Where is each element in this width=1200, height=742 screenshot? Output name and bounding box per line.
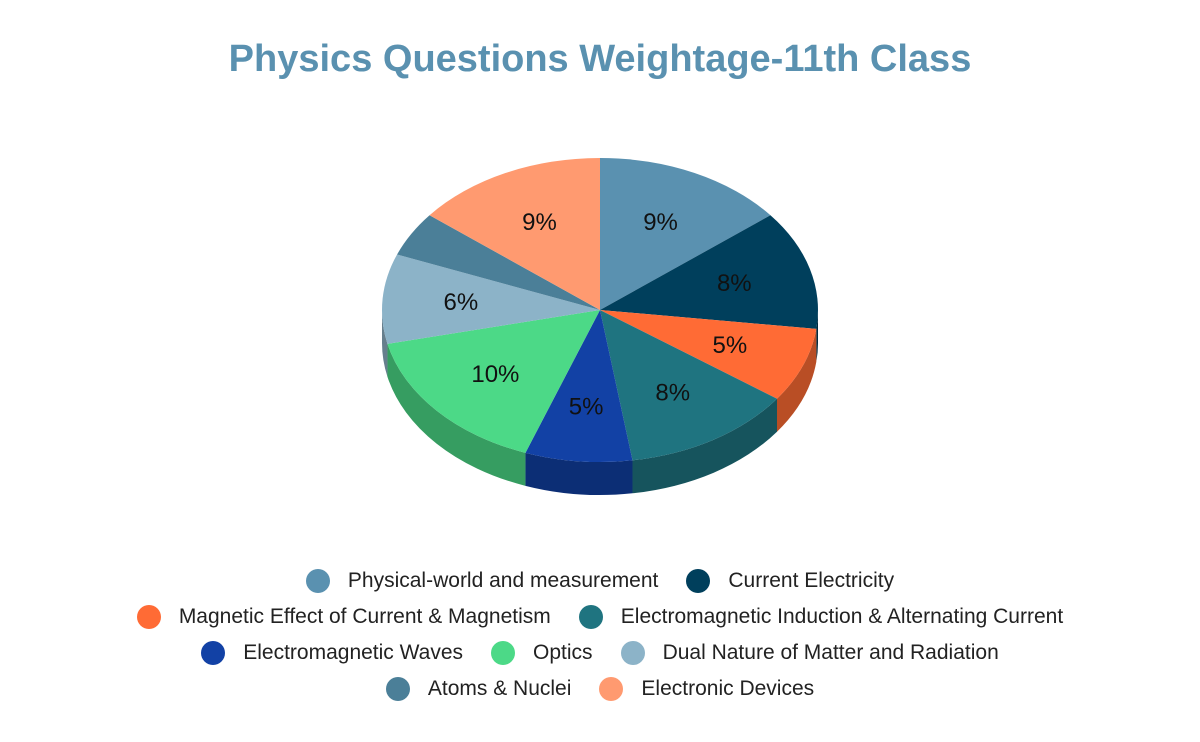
legend-row: Magnetic Effect of Current & Magnetism El… [123, 599, 1077, 635]
pie-side-optics [387, 343, 526, 486]
pie-slice-magnetic-effect-of-current-and-magnetism[interactable] [600, 310, 817, 399]
pie-slice-atoms-and-nuclei[interactable] [397, 215, 600, 310]
legend-label: Electronic Devices [641, 677, 815, 700]
legend-swatch [686, 569, 711, 593]
legend-item-optics[interactable]: Optics [491, 641, 593, 665]
legend-label: Magnetic Effect of Current & Magnetism [178, 605, 551, 628]
pie-slice-current-electricity[interactable] [600, 215, 818, 329]
pie-label-electronic-devices: 9% [522, 209, 557, 236]
legend-label: Optics [533, 641, 593, 664]
pie-label-current-electricity: 8% [717, 270, 752, 297]
pie-label-dual-nature-of-matter-and-radiation: 6% [444, 289, 479, 316]
pie-label-electromagnetic-induction-and-alternating-current: 8% [655, 380, 690, 407]
legend-label: Electromagnetic Induction & Alternating … [620, 605, 1064, 628]
pie-side-electromagnetic-induction-and-alternating-current [632, 398, 778, 494]
legend-item-electromagnetic-waves[interactable]: Electromagnetic Waves [201, 641, 463, 665]
legend-row: Atoms & Nuclei Electronic Devices [372, 671, 828, 707]
pie-label-electromagnetic-waves: 5% [569, 393, 604, 420]
legend-label: Physical-world and measurement [347, 569, 659, 592]
legend-item-dual-nature-of-matter-and-radiation[interactable]: Dual Nature of Matter and Radiation [620, 641, 999, 665]
legend-label: Current Electricity [728, 569, 895, 592]
pie-slice-optics[interactable] [387, 310, 600, 453]
legend-item-atoms-and-nuclei[interactable]: Atoms & Nuclei [385, 677, 572, 701]
legend-swatch [305, 569, 330, 593]
legend-swatch [136, 605, 161, 629]
legend-label: Dual Nature of Matter and Radiation [662, 641, 999, 664]
legend-item-current-electricity[interactable]: Current Electricity [686, 569, 894, 593]
legend-swatch [491, 641, 516, 665]
legend-swatch [385, 677, 410, 701]
legend-item-electromagnetic-induction-and-alternating-current[interactable]: Electromagnetic Induction & Alternating … [578, 605, 1064, 629]
pie-slice-dual-nature-of-matter-and-radiation[interactable] [381, 254, 600, 344]
pie-slice-physical-world-and-measurement[interactable] [600, 158, 771, 310]
legend-row: Physical-world and measurement Current El… [292, 563, 908, 599]
pie-label-optics: 10% [471, 361, 519, 388]
legend-row: Electromagnetic Waves Optics Dual Nature o… [187, 635, 1013, 671]
legend-swatch [620, 641, 645, 665]
legend-item-magnetic-effect-of-current-and-magnetism[interactable]: Magnetic Effect of Current & Magnetism [136, 605, 551, 629]
pie-side-dual-nature-of-matter-and-radiation [382, 310, 388, 377]
pie-side-electromagnetic-waves [525, 452, 633, 495]
legend: Physical-world and measurement Current El… [0, 563, 1200, 707]
legend-label: Electromagnetic Waves [243, 641, 464, 664]
legend-swatch [578, 605, 603, 629]
pie-slice-electromagnetic-induction-and-alternating-current[interactable] [600, 310, 778, 461]
pie-slice-electronic-devices[interactable] [429, 158, 600, 310]
legend-swatch [599, 677, 624, 701]
pie-side-current-electricity [816, 310, 818, 362]
pie-side-magnetic-effect-of-current-and-magnetism [777, 328, 817, 432]
legend-item-physical-world-and-measurement[interactable]: Physical-world and measurement [305, 569, 659, 593]
legend-item-electronic-devices[interactable]: Electronic Devices [599, 677, 814, 701]
legend-swatch [201, 641, 226, 665]
pie-label-physical-world-and-measurement: 9% [643, 209, 678, 236]
chart-title: Physics Questions Weightage-11th Class [228, 38, 972, 80]
legend-label: Atoms & Nuclei [427, 677, 572, 700]
pie-label-magnetic-effect-of-current-and-magnetism: 5% [713, 332, 748, 359]
pie-slice-electromagnetic-waves[interactable] [525, 310, 633, 463]
pie-sides [382, 310, 818, 495]
pie-labels: 9% 8% 5% 8% 5% 10% 6% 9% [444, 209, 752, 420]
pie-slices [381, 158, 818, 463]
